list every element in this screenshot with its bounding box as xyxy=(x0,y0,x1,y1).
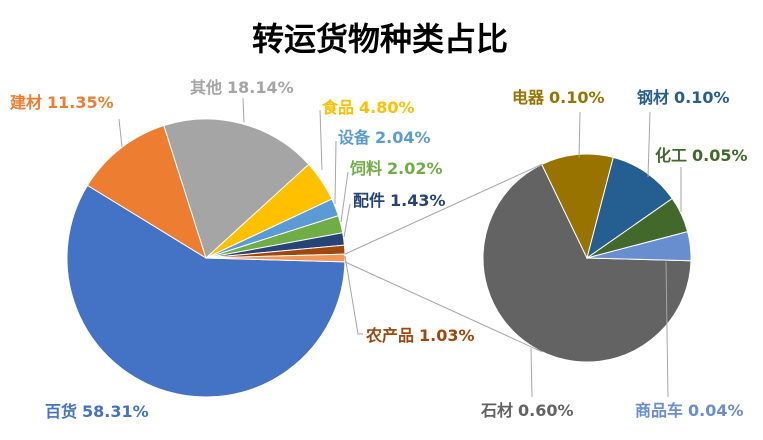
data-label-value: 18.14% xyxy=(227,78,294,97)
main-data-label-5: 设备 2.04% xyxy=(338,128,431,147)
secondary-pie-slice-1 xyxy=(482,163,692,363)
main-data-label-6: 饲料 2.02% xyxy=(349,159,443,178)
main-data-label-3: 其他 18.14% xyxy=(190,78,294,97)
main-pie-slice-1 xyxy=(66,184,346,398)
main-leader-line-6 xyxy=(340,171,349,223)
data-label-value: 58.31% xyxy=(82,402,149,421)
main-data-label-7: 配件 1.43% xyxy=(353,191,446,210)
secondary-data-label-3: 钢材 0.10% xyxy=(637,88,730,107)
data-label-category: 食品 xyxy=(321,98,354,117)
data-label-category: 其他 xyxy=(190,78,222,97)
data-label-category: 石材 xyxy=(480,401,513,420)
main-leader-line-5 xyxy=(334,140,337,205)
main-data-label-8: 农产品 1.03% xyxy=(365,326,475,345)
data-label-category: 建材 xyxy=(10,93,42,112)
data-label-value: 0.60% xyxy=(518,401,574,420)
main-data-label-2: 建材 11.35% xyxy=(10,93,114,112)
secondary-data-label-4: 化工 0.05% xyxy=(655,146,748,165)
leader-lines xyxy=(118,97,682,398)
data-label-value: 4.80% xyxy=(359,98,415,117)
secondary-pie-slice-5 xyxy=(586,231,692,262)
data-label-category: 饲料 xyxy=(349,159,382,178)
main-leader-line-8 xyxy=(344,255,363,335)
data-label-category: 商品车 xyxy=(635,401,683,420)
data-label-value: 1.03% xyxy=(419,326,475,345)
main-leader-line-4 xyxy=(319,109,323,171)
main-leader-line-2 xyxy=(118,118,123,148)
secondary-leader-line-3 xyxy=(647,111,651,178)
secondary-data-label-2: 电器 0.10% xyxy=(512,88,605,107)
main-pie-slice-3 xyxy=(163,118,310,259)
data-label-category: 农产品 xyxy=(365,326,414,345)
secondary-leader-line-2 xyxy=(578,111,581,159)
data-label-category: 钢材 xyxy=(637,88,669,107)
data-label-category: 百货 xyxy=(45,402,77,421)
data-label-category: 配件 xyxy=(353,191,385,210)
main-leader-line-3 xyxy=(242,97,245,123)
data-label-category: 化工 xyxy=(655,146,687,165)
secondary-pie xyxy=(482,153,692,363)
data-label-category: 设备 xyxy=(338,128,371,147)
secondary-leader-line-5 xyxy=(665,261,669,398)
data-label-value: 0.04% xyxy=(688,401,744,420)
data-label-value: 2.04% xyxy=(375,128,431,147)
main-pie xyxy=(66,118,346,398)
main-leader-line-7 xyxy=(343,203,351,238)
secondary-leader-line-1 xyxy=(530,347,533,398)
data-label-value: 0.10% xyxy=(674,88,730,107)
secondary-pie-slice-3 xyxy=(586,156,673,260)
secondary-data-label-5: 商品车 0.04% xyxy=(635,401,744,420)
data-label-value: 2.02% xyxy=(387,159,443,178)
data-labels: 百货 58.31% 建材 11.35% 其他 18.14% 食品 4.80% 设备 2.04% 饲料… xyxy=(10,78,748,421)
data-label-value: 1.43% xyxy=(390,191,446,210)
data-label-value: 0.05% xyxy=(692,146,748,165)
chart-title: 转运货物种类占比 xyxy=(252,20,508,58)
data-label-value: 0.10% xyxy=(549,88,605,107)
connector-line-upper xyxy=(344,163,543,255)
secondary-pie-slice-2 xyxy=(541,153,614,260)
data-label-category: 电器 xyxy=(512,88,545,107)
secondary-data-label-1: 石材 0.60% xyxy=(480,401,574,420)
main-data-label-1: 百货 58.31% xyxy=(45,402,149,421)
main-data-label-4: 食品 4.80% xyxy=(321,98,415,117)
connector-line-lower xyxy=(344,261,543,353)
main-pie-slice-2 xyxy=(86,124,207,260)
data-label-value: 11.35% xyxy=(47,93,114,112)
